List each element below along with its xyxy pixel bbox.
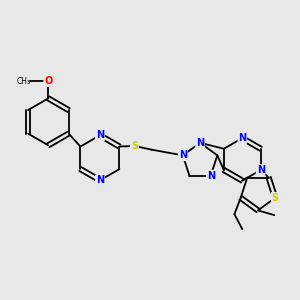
- Text: S: S: [131, 141, 138, 151]
- Text: O: O: [44, 76, 52, 86]
- Text: N: N: [96, 175, 104, 185]
- Text: N: N: [96, 130, 104, 140]
- Text: N: N: [238, 133, 246, 143]
- Text: CH₃: CH₃: [16, 77, 30, 86]
- Text: N: N: [179, 150, 187, 160]
- Text: S: S: [272, 193, 279, 203]
- Text: N: N: [257, 165, 265, 175]
- Text: N: N: [207, 171, 215, 181]
- Text: N: N: [196, 138, 204, 148]
